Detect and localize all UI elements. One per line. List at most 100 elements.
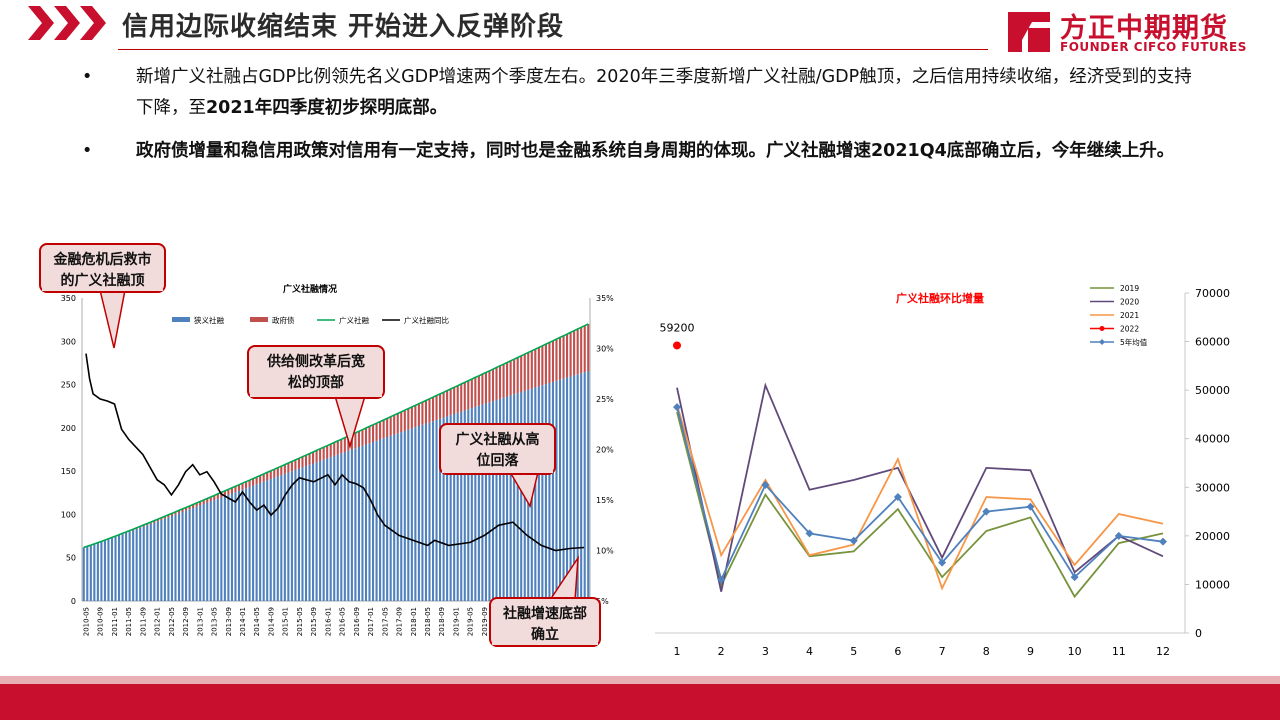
chart1-bar-gov bbox=[234, 486, 237, 493]
chart1-bar-narrow bbox=[230, 493, 233, 601]
chart1-x-tick-label: 2019-01 bbox=[452, 607, 460, 636]
chart1-bar-narrow bbox=[280, 475, 283, 601]
chart1-bar-narrow bbox=[417, 425, 420, 601]
chart1-bar-narrow bbox=[110, 538, 114, 601]
chart1-bar-narrow bbox=[400, 432, 403, 601]
chart1-bar-gov bbox=[273, 469, 276, 478]
chart1-bar-narrow bbox=[290, 471, 293, 601]
chart1-x-tick-label: 2018-09 bbox=[438, 607, 446, 636]
chart1-bar-gov bbox=[252, 478, 255, 486]
chart1-x-tick-label: 2010-09 bbox=[97, 607, 105, 636]
chart2-y-tick-label: 60000 bbox=[1195, 336, 1230, 349]
chart1-bar-narrow bbox=[202, 504, 205, 601]
chart1-title: 广义社融情况 bbox=[283, 283, 337, 295]
chart1-bar-gov bbox=[199, 501, 202, 506]
chart1-bar-gov bbox=[558, 337, 562, 380]
chart1-y-tick-label: 250 bbox=[61, 381, 76, 390]
chart1-bar-gov bbox=[322, 447, 325, 460]
chart1-bar-gov bbox=[368, 426, 371, 444]
chart1-bar-gov bbox=[304, 455, 308, 467]
chart1-bar-gov bbox=[583, 325, 586, 373]
chart1-bar-gov bbox=[520, 355, 523, 392]
chart1-bar-narrow bbox=[234, 492, 237, 601]
chart1-bar-narrow bbox=[117, 535, 121, 601]
chart1-bar-narrow bbox=[389, 435, 392, 601]
chart1-bar-narrow bbox=[566, 377, 569, 601]
chart1-bar-narrow bbox=[498, 398, 502, 601]
chart1-bar-gov bbox=[566, 334, 569, 378]
chart1-bar-gov bbox=[241, 483, 244, 490]
chart1-bar-gov bbox=[389, 416, 392, 436]
bullet-1: • 新增广义社融占GDP比例领先名义GDP增速两个季度左右。2020年三季度新增… bbox=[78, 62, 1198, 124]
chart2-avg-marker bbox=[938, 558, 947, 567]
bullet-2: • 政府债增量和稳信用政策对信用有一定支持，同时也是金融系统自身周期的体现。广义… bbox=[78, 136, 1198, 167]
chart1-bar-gov bbox=[209, 496, 212, 502]
callout-crisis-top-box bbox=[39, 243, 166, 293]
chart1-bar-narrow bbox=[174, 514, 177, 601]
chart1-bar-narrow bbox=[244, 488, 248, 601]
chart1-bar-gov bbox=[308, 453, 311, 465]
chart1-bar-narrow bbox=[379, 439, 382, 601]
callout-bottom-confirmed-text: 社融增速底部 bbox=[502, 605, 587, 622]
chart1-bar-gov bbox=[548, 342, 551, 384]
chart1-bar-narrow bbox=[329, 457, 332, 601]
social-financing-mom-chart: 广义社融环比增量 0 10000 20000 30000 40000 50000 60000 7… bbox=[655, 284, 1230, 658]
chart1-bar-narrow bbox=[340, 453, 343, 601]
chart1-bar-narrow bbox=[467, 409, 470, 601]
chart1-bar-gov bbox=[467, 380, 470, 410]
chart1-bar-narrow bbox=[297, 468, 301, 601]
chart1-bar-narrow bbox=[146, 525, 149, 601]
chart1-y-tick-label: 150 bbox=[61, 467, 76, 476]
chart1-x-tick-label: 2016-05 bbox=[339, 607, 347, 636]
chart2-x-tick-label: 4 bbox=[806, 645, 813, 658]
chart1-bar-narrow bbox=[506, 396, 509, 601]
chart1-bar-gov bbox=[290, 461, 293, 472]
callout-high-fall-text: 位回落 bbox=[477, 452, 520, 469]
callout-supply-side-top-text: 供给侧改革后宽 bbox=[266, 353, 365, 370]
chart1-x-tick-label: 2013-09 bbox=[225, 607, 233, 636]
chart1-bar-gov bbox=[269, 470, 272, 480]
chart1-bar-gov bbox=[333, 442, 336, 456]
chart1-y-tick-label: 50 bbox=[66, 554, 76, 563]
chart1-bar-gov bbox=[301, 456, 304, 468]
chart1-x-tick-label: 2016-01 bbox=[324, 607, 332, 636]
chart1-bar-gov bbox=[206, 498, 209, 503]
chart2-legend-marker bbox=[1099, 339, 1105, 345]
chart1-bar-narrow bbox=[424, 423, 428, 601]
chart1-bar-narrow bbox=[227, 494, 230, 601]
chart1-bar-gov bbox=[393, 415, 396, 435]
chart1-bar-gov bbox=[439, 393, 442, 419]
chart1-bar-gov bbox=[407, 408, 410, 430]
chart1-bar-gov bbox=[315, 450, 318, 463]
chart1-x-tick-label: 2017-01 bbox=[367, 607, 375, 636]
chart1-bar-narrow bbox=[428, 422, 431, 601]
chart1-bar-gov bbox=[266, 472, 269, 481]
chart1-bar-gov bbox=[195, 502, 198, 507]
chart1-bar-narrow bbox=[276, 476, 279, 601]
chart1-bar-narrow bbox=[481, 404, 484, 601]
chart1-bar-narrow bbox=[312, 463, 315, 601]
chart1-bar-gov bbox=[220, 492, 223, 498]
chart1-bar-narrow bbox=[580, 373, 583, 601]
chart1-y2-tick-label: 30% bbox=[596, 345, 614, 354]
chart2-2022-point bbox=[673, 341, 681, 350]
chart1-bar-narrow bbox=[474, 406, 477, 601]
chart1-bar-gov bbox=[386, 418, 389, 438]
chart1-bar-gov bbox=[424, 400, 428, 424]
chart1-bar-narrow bbox=[167, 517, 170, 601]
chart1-bar-narrow bbox=[103, 540, 106, 601]
chart1-bar-narrow bbox=[199, 505, 202, 601]
chart1-bar-gov bbox=[449, 388, 452, 416]
chart2-series-4-line bbox=[676, 406, 1164, 583]
chart1-y-tick-label: 100 bbox=[61, 510, 76, 519]
footer-bar bbox=[0, 684, 1280, 720]
chart1-bar-narrow bbox=[502, 397, 505, 601]
chart1-yoy-line bbox=[85, 353, 585, 552]
chart1-bar-narrow bbox=[188, 509, 191, 601]
chart1-bar-gov bbox=[396, 413, 399, 434]
chart1-bar-narrow bbox=[82, 547, 85, 601]
chart1-bar-gov bbox=[347, 436, 350, 451]
chart1-x-tick-label: 2016-09 bbox=[353, 607, 361, 636]
